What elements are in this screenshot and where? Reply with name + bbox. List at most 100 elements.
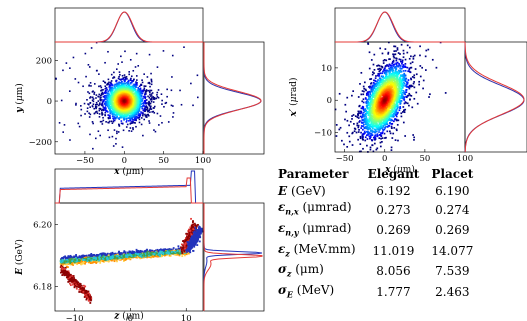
xxp-point	[380, 75, 383, 78]
xxp-point	[402, 52, 405, 55]
xy-point	[105, 96, 108, 99]
xy-point	[152, 110, 155, 113]
xxp-point	[364, 139, 367, 142]
xy-point	[106, 88, 108, 91]
xy-point	[135, 113, 137, 115]
xxp-point	[372, 71, 374, 74]
xxp-point	[418, 83, 421, 86]
xxp-point	[370, 78, 373, 80]
xxp-point	[351, 131, 354, 134]
xy-point	[131, 120, 133, 123]
xxp-point	[404, 69, 407, 72]
xxp-point	[431, 58, 434, 61]
xxp-point	[376, 128, 379, 130]
xy-point	[105, 121, 107, 123]
xxp-point	[376, 109, 378, 112]
xxp-point	[404, 101, 407, 103]
xxp-point	[412, 57, 415, 60]
xy-point	[125, 84, 128, 87]
xxp-point	[401, 62, 403, 65]
xxp-point	[371, 90, 374, 93]
xxp-point	[377, 72, 380, 75]
xy-marginal-y-red	[203, 42, 262, 154]
xy-point	[130, 117, 133, 120]
xy-point	[119, 92, 121, 95]
xxp-point	[387, 107, 390, 110]
xy-point	[112, 119, 115, 121]
xxp-point	[362, 107, 364, 109]
y-tick-label: −200	[29, 138, 52, 148]
xxp-point	[367, 130, 369, 133]
xy-point	[108, 93, 111, 96]
xy-marginal-x-red	[55, 11, 203, 43]
xxp-point	[382, 125, 385, 127]
xxp-point	[390, 115, 392, 118]
xxp-point	[374, 83, 376, 86]
xy-point	[105, 90, 107, 92]
xxp-point	[374, 122, 377, 125]
xxp-point	[401, 61, 404, 64]
xy-point	[150, 100, 153, 103]
xxp-point	[403, 82, 406, 85]
xy-point	[171, 76, 173, 78]
xxp-point	[370, 139, 373, 141]
xy-point	[104, 94, 107, 97]
xxp-point	[376, 65, 378, 67]
xy-point	[125, 77, 127, 80]
xy-point	[151, 92, 154, 94]
xy-point	[98, 113, 101, 115]
xxp-point	[363, 87, 366, 90]
xy-point	[120, 120, 123, 122]
xy-point	[102, 80, 105, 83]
xy-point	[144, 96, 147, 98]
xy-point	[150, 72, 152, 75]
xy-point	[107, 105, 109, 108]
xy-point	[133, 84, 135, 87]
xy-point	[104, 108, 107, 111]
xxp-point	[395, 86, 398, 88]
xxp-point	[380, 135, 383, 137]
xy-point	[133, 113, 135, 116]
xxp-point	[397, 119, 400, 122]
xxp-point	[359, 135, 362, 138]
xxp-point	[396, 104, 399, 106]
x-tick-label: 0	[122, 156, 127, 166]
xxp-point	[385, 136, 387, 139]
xxp-point	[398, 79, 401, 82]
xxp-point	[368, 127, 371, 129]
xy-point	[138, 105, 140, 107]
xy-point	[84, 113, 86, 115]
xxp-point	[373, 116, 375, 118]
xxp-point	[379, 77, 382, 80]
xxp-point	[361, 128, 364, 131]
xy-point	[131, 101, 134, 104]
xy-point	[129, 111, 132, 114]
xxp-point	[383, 80, 386, 83]
xxp-point	[396, 61, 399, 64]
xxp-point	[359, 83, 361, 85]
xy-point	[95, 107, 97, 110]
xy-point	[128, 114, 131, 117]
xy-point	[143, 105, 145, 107]
xxp-point	[374, 130, 377, 132]
xxp-point	[366, 91, 369, 94]
xy-point	[119, 79, 122, 81]
xxp-point	[386, 87, 389, 90]
xxp-point	[397, 83, 399, 86]
xy-point	[132, 78, 135, 81]
xy-point	[149, 108, 151, 110]
xy-point	[135, 102, 138, 104]
xxp-point	[401, 67, 403, 70]
xy-point	[69, 67, 71, 69]
xxp-point	[408, 70, 411, 73]
xxp-point	[429, 93, 431, 96]
xxp-point	[349, 120, 352, 123]
xy-point	[117, 110, 119, 112]
xy-point	[143, 73, 145, 75]
xy-point	[120, 116, 122, 119]
xxp-point	[382, 115, 384, 118]
xxp-point	[375, 82, 377, 85]
xxp-point	[387, 119, 390, 121]
xy-point	[132, 69, 135, 72]
xxp-point	[367, 92, 369, 95]
